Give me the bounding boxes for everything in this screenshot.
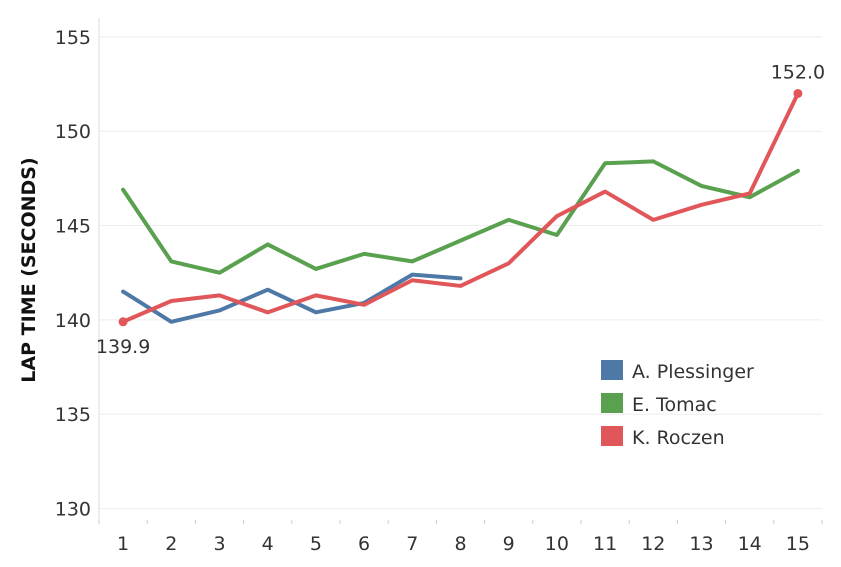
- y-tick-label: 130: [55, 499, 91, 521]
- y-axis-title: LAP TIME (SECONDS): [18, 157, 40, 382]
- series-line-e-tomac: [121, 159, 800, 275]
- x-tick-label: 14: [738, 533, 762, 555]
- x-tick-label: 7: [406, 533, 418, 555]
- annotation-point: [793, 88, 803, 98]
- x-tick-label: 15: [786, 533, 810, 555]
- x-tick-label: 6: [358, 533, 370, 555]
- y-tick-label: 145: [55, 216, 91, 238]
- series-line-k-roczen: [121, 91, 800, 324]
- legend-label: E. Tomac: [632, 394, 717, 416]
- x-tick-label: 2: [165, 533, 177, 555]
- data-label: 152.0: [771, 61, 825, 83]
- x-tick-label: 3: [213, 533, 225, 555]
- legend-label: A. Plessinger: [632, 361, 754, 383]
- legend-swatch: [601, 360, 623, 380]
- legend-swatch: [601, 393, 623, 413]
- series-line-a-plessinger: [121, 272, 463, 324]
- data-label: 139.9: [96, 336, 150, 358]
- y-tick-label: 155: [55, 27, 91, 49]
- x-tick-label: 10: [545, 533, 569, 555]
- series-lines: [121, 91, 800, 324]
- gridlines: [99, 36, 822, 510]
- y-tick-label: 150: [55, 121, 91, 143]
- data-annotations: 139.9 152.0: [96, 61, 825, 357]
- annotation-point: [118, 317, 128, 327]
- x-tick-label: 8: [454, 533, 466, 555]
- x-tick-label: 9: [503, 533, 515, 555]
- y-tick-label: 140: [55, 310, 91, 332]
- legend-label: K. Roczen: [632, 427, 725, 449]
- y-tick-label: 135: [55, 404, 91, 426]
- x-tick-label: 4: [262, 533, 274, 555]
- legend: A. Plessinger E. Tomac K. Roczen: [601, 360, 754, 449]
- legend-swatch: [601, 426, 623, 446]
- x-tick-label: 13: [689, 533, 713, 555]
- x-tick-label: 11: [593, 533, 617, 555]
- x-tick-label: 12: [641, 533, 665, 555]
- x-tick-label: 1: [117, 533, 129, 555]
- x-tick-label: 5: [310, 533, 322, 555]
